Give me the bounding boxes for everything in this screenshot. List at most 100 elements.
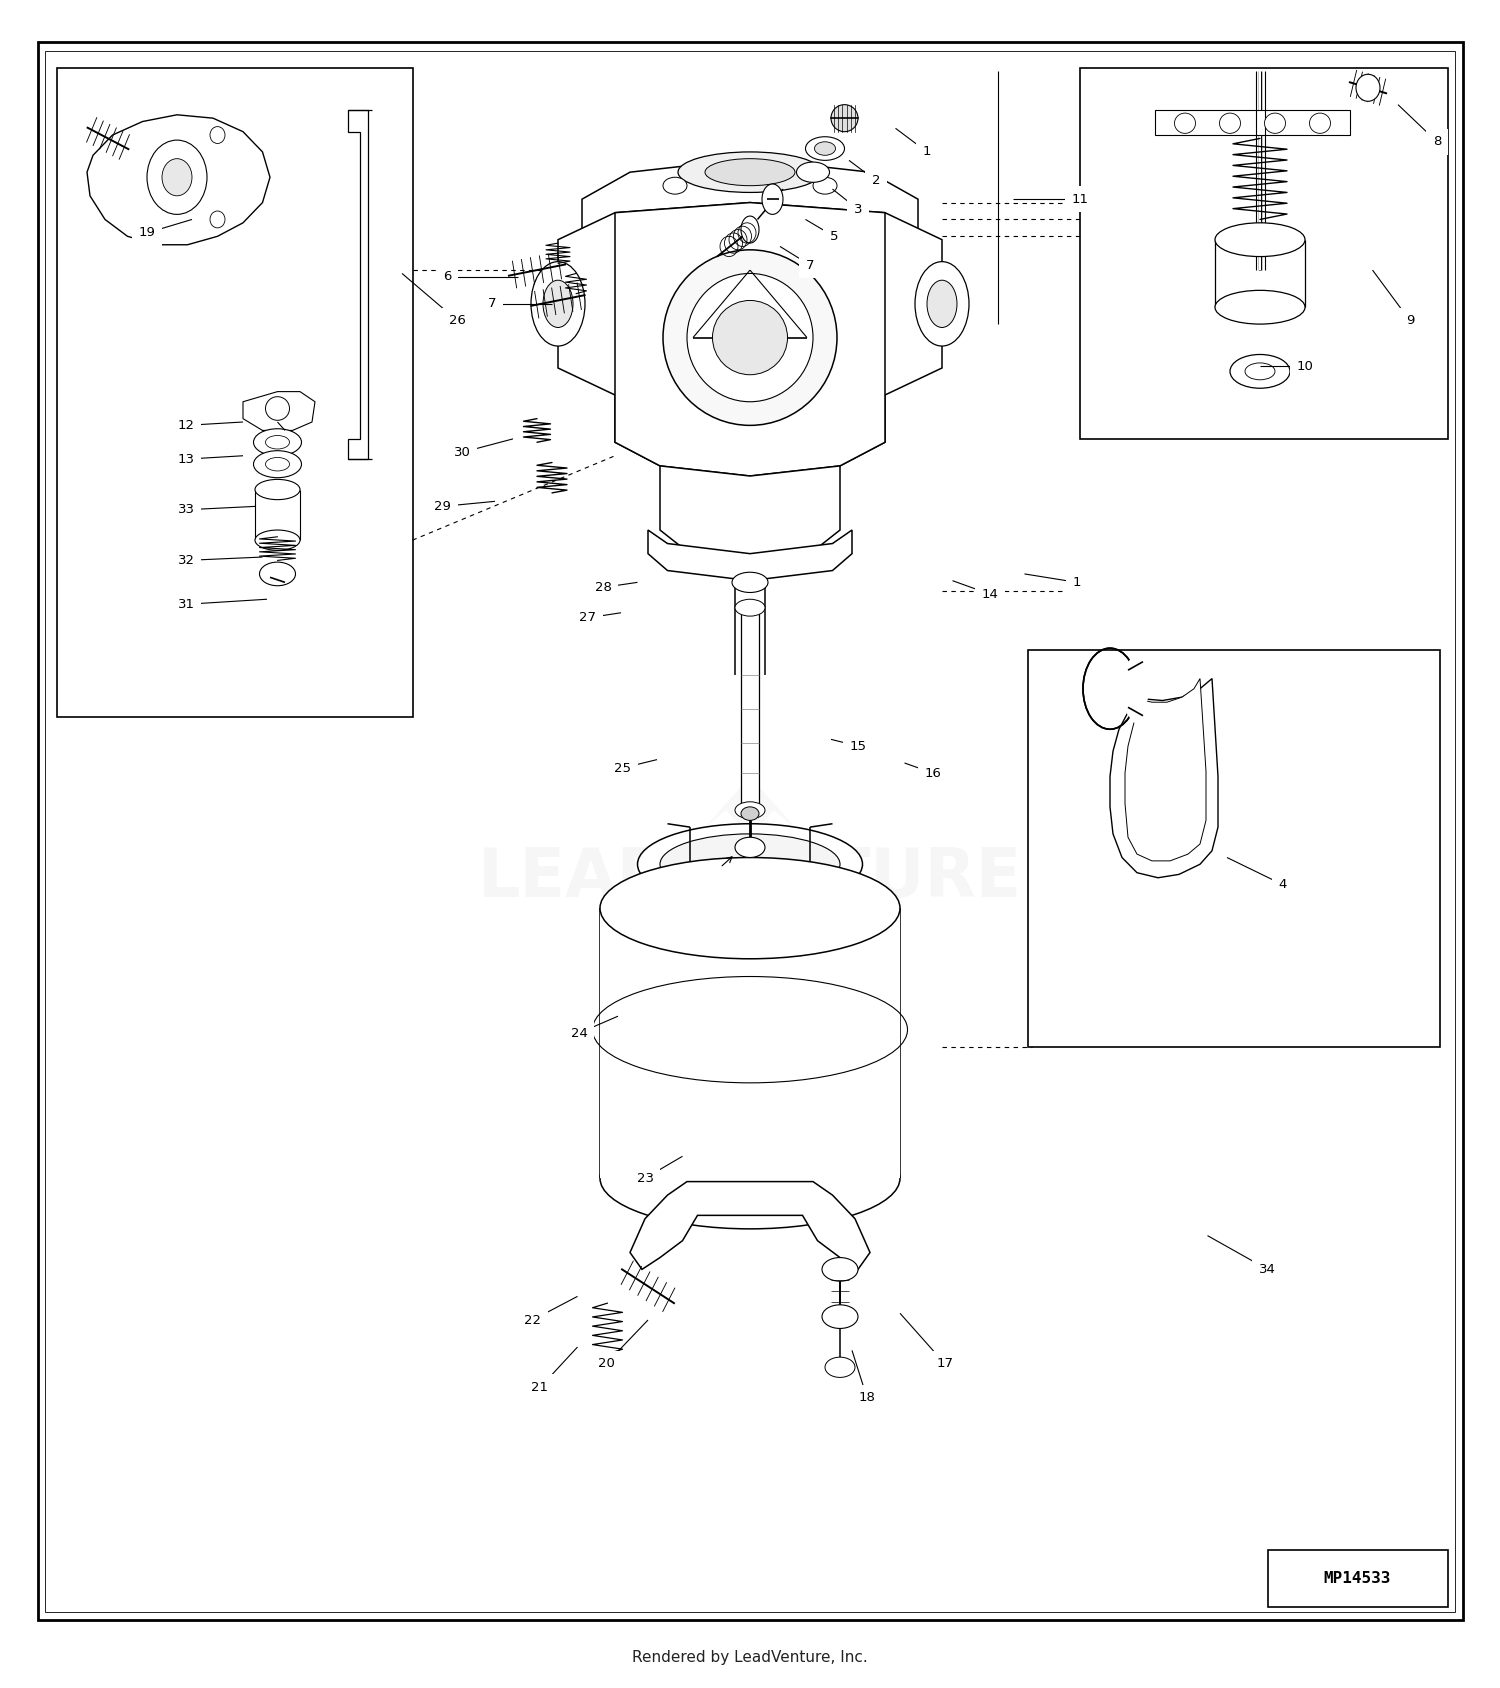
Ellipse shape [1215, 223, 1305, 257]
Ellipse shape [162, 159, 192, 196]
Polygon shape [630, 1182, 870, 1269]
Text: 24: 24 [570, 1026, 588, 1040]
Polygon shape [348, 110, 368, 459]
Text: 33: 33 [177, 503, 195, 517]
Ellipse shape [1220, 113, 1240, 133]
Ellipse shape [255, 479, 300, 500]
Ellipse shape [1356, 74, 1380, 101]
Ellipse shape [735, 599, 765, 616]
Ellipse shape [210, 211, 225, 228]
Ellipse shape [822, 1258, 858, 1281]
Ellipse shape [762, 184, 783, 214]
Ellipse shape [815, 142, 836, 155]
Text: 1: 1 [922, 145, 932, 159]
Polygon shape [1125, 679, 1206, 861]
Text: 23: 23 [636, 1171, 654, 1185]
Ellipse shape [813, 177, 837, 194]
Bar [1080, 68, 1448, 439]
Ellipse shape [927, 280, 957, 327]
Ellipse shape [1245, 363, 1275, 380]
Polygon shape [1110, 679, 1218, 878]
Ellipse shape [1310, 113, 1330, 133]
Ellipse shape [260, 562, 296, 586]
Polygon shape [615, 203, 885, 476]
Text: Rendered by LeadVenture, Inc.: Rendered by LeadVenture, Inc. [632, 1651, 868, 1664]
Text: 6: 6 [442, 270, 452, 284]
Text: 32: 32 [177, 554, 195, 567]
Ellipse shape [796, 162, 830, 182]
Text: 25: 25 [614, 761, 632, 775]
Ellipse shape [915, 262, 969, 346]
Ellipse shape [600, 858, 900, 959]
Text: 3: 3 [853, 203, 862, 216]
Text: 20: 20 [597, 1357, 615, 1371]
Ellipse shape [255, 530, 300, 550]
Polygon shape [243, 392, 315, 430]
Text: 16: 16 [924, 766, 942, 780]
Text: 10: 10 [1296, 360, 1314, 373]
Text: LEADVENTURE: LEADVENTURE [478, 844, 1022, 912]
Bar [57, 68, 412, 717]
Text: 14: 14 [981, 587, 999, 601]
Ellipse shape [732, 572, 768, 592]
Ellipse shape [1264, 113, 1286, 133]
Ellipse shape [1174, 113, 1196, 133]
Ellipse shape [600, 1128, 900, 1229]
Ellipse shape [741, 807, 759, 820]
Text: 21: 21 [531, 1381, 549, 1394]
Text: 12: 12 [177, 419, 195, 432]
Ellipse shape [831, 105, 858, 132]
Polygon shape [648, 530, 852, 581]
Text: 30: 30 [453, 446, 471, 459]
Polygon shape [87, 115, 270, 245]
Text: 15: 15 [849, 739, 867, 753]
Text: 19: 19 [138, 226, 156, 240]
Bar [741, 608, 759, 810]
Polygon shape [582, 159, 918, 257]
Text: 34: 34 [1258, 1263, 1276, 1276]
Text: 2: 2 [871, 174, 880, 187]
Ellipse shape [638, 824, 862, 905]
Ellipse shape [147, 140, 207, 214]
Text: MP14533: MP14533 [1324, 1572, 1390, 1585]
Ellipse shape [266, 436, 290, 449]
Ellipse shape [741, 216, 759, 243]
Wedge shape [1110, 657, 1148, 721]
Text: 5: 5 [830, 230, 839, 243]
Ellipse shape [663, 250, 837, 425]
Ellipse shape [543, 280, 573, 327]
Text: 28: 28 [594, 581, 612, 594]
Ellipse shape [678, 152, 822, 192]
Text: 1: 1 [1072, 576, 1082, 589]
Text: 7: 7 [488, 297, 496, 311]
Ellipse shape [210, 127, 225, 143]
Ellipse shape [806, 137, 844, 160]
Text: 22: 22 [524, 1313, 542, 1327]
Ellipse shape [822, 1305, 858, 1328]
Ellipse shape [1215, 290, 1305, 324]
Text: 11: 11 [1071, 192, 1089, 206]
Text: 8: 8 [1432, 135, 1442, 149]
Bar [1268, 1550, 1448, 1607]
Ellipse shape [712, 300, 788, 375]
Text: 18: 18 [858, 1391, 876, 1404]
Text: 31: 31 [177, 598, 195, 611]
Text: 7: 7 [806, 258, 814, 272]
Text: 29: 29 [433, 500, 451, 513]
Text: 13: 13 [177, 452, 195, 466]
Ellipse shape [825, 1357, 855, 1377]
Ellipse shape [660, 834, 840, 895]
Polygon shape [558, 203, 942, 476]
Text: 4: 4 [1278, 878, 1287, 891]
Ellipse shape [735, 802, 765, 819]
Ellipse shape [735, 837, 765, 858]
Text: 9: 9 [1406, 314, 1414, 327]
Ellipse shape [254, 429, 302, 456]
Ellipse shape [266, 397, 290, 420]
Ellipse shape [663, 177, 687, 194]
Ellipse shape [531, 262, 585, 346]
Ellipse shape [705, 159, 795, 186]
Bar [1028, 650, 1440, 1047]
Ellipse shape [254, 451, 302, 478]
Text: 27: 27 [579, 611, 597, 625]
